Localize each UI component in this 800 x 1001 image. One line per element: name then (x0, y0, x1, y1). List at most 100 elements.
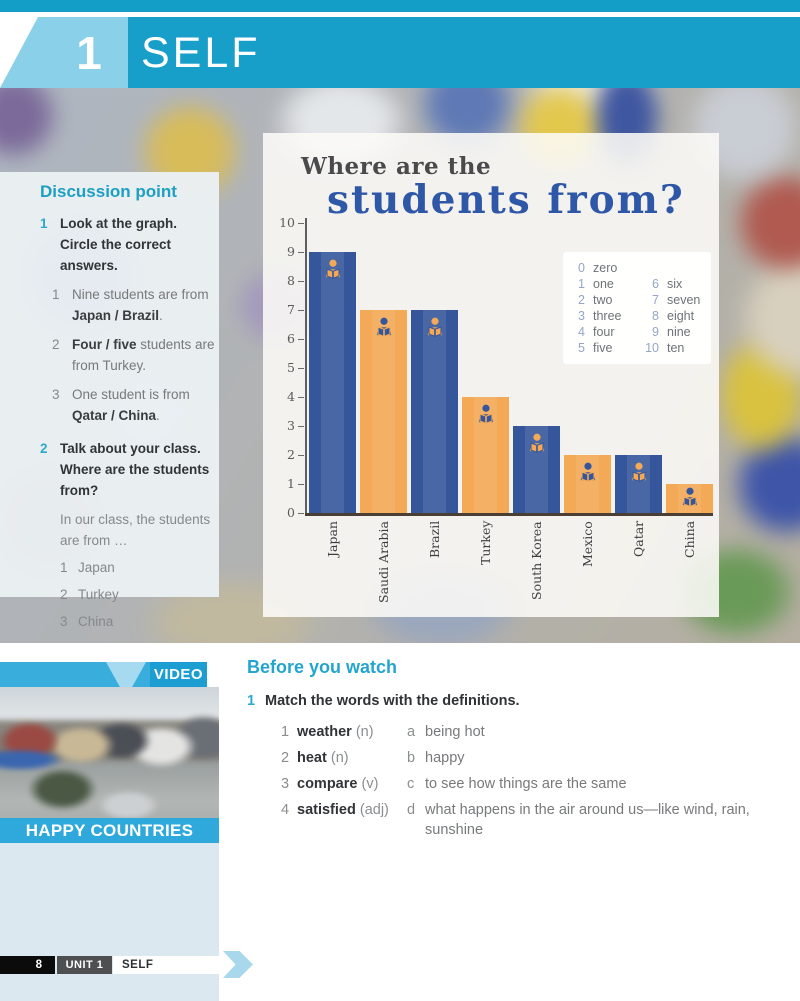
legend-num: 4 (578, 325, 585, 339)
bar-chart: 0 1 2 3 4 5 6 7 8 9 10 Japan Saudi Arabia Brazil (263, 133, 719, 617)
bar-highlight (473, 397, 498, 513)
bar-highlight (371, 310, 396, 513)
vocabulary-word: satisfied (adj) (297, 802, 389, 818)
footer-page-number: 8 (0, 956, 55, 974)
sub-item-text: Four / five students are from Turkey. (72, 337, 215, 373)
x-label-brazil: Brazil (426, 521, 442, 559)
bar-icon-wrap (513, 432, 560, 456)
legend-word: nine (667, 325, 691, 339)
legend-word: six (667, 277, 683, 291)
match-row: 2 heat (n) b happy (281, 748, 792, 768)
y-tick-label: 7 (287, 302, 295, 317)
list-item: 3 China (60, 614, 114, 629)
y-tick (298, 310, 304, 311)
bar-icon-wrap (360, 316, 407, 340)
sub-item-number: 3 (52, 387, 60, 402)
bar-china (666, 484, 713, 513)
y-tick-label: 8 (287, 273, 295, 288)
student-reading-icon (631, 462, 646, 482)
discussion-item-1: 1 Look at the graph. Circle the correct … (0, 213, 219, 276)
bar-icon-wrap (666, 486, 713, 510)
bar-saudi-arabia (360, 310, 407, 513)
match-row: 3 compare (v) c to see how things are th… (281, 774, 792, 794)
discussion-panel: Discussion point 1 Look at the graph. Ci… (0, 172, 219, 629)
bar-japan (309, 252, 356, 513)
y-tick-label: 9 (287, 244, 295, 259)
bar-qatar (615, 455, 662, 513)
bar-icon-wrap (615, 461, 662, 485)
discussion-sub-item: 1 Nine students are from Japan / Brazil. (0, 284, 219, 326)
legend-word: ten (667, 341, 685, 355)
y-tick-label: 4 (287, 389, 295, 404)
sub-item-text: Nine students are from Japan / Brazil. (72, 287, 209, 323)
bar-brazil (411, 310, 458, 513)
student-reading-icon (325, 259, 340, 279)
x-label-turkey: Turkey (477, 521, 493, 566)
match-exercise: 1 weather (n) a being hot 2 heat (n) b h… (281, 722, 792, 840)
y-tick-label: 6 (287, 331, 295, 346)
exercise-number: 1 (247, 693, 256, 709)
list-item: 2 Turkey (60, 587, 119, 602)
x-label-china: China (681, 521, 697, 559)
x-axis (305, 513, 713, 516)
legend-num: 7 (652, 293, 659, 307)
legend-row: 4 four 9 nine (563, 324, 711, 340)
chart-title-line2: students from? (327, 177, 685, 223)
y-tick-label: 0 (287, 505, 295, 520)
footer-chevron-icon (223, 951, 253, 978)
x-label-mexico: Mexico (579, 521, 595, 567)
left-column-background (0, 843, 219, 1001)
legend-num: 6 (652, 277, 659, 291)
y-tick (298, 426, 304, 427)
discussion-sub-item: 2 Four / five students are from Turkey. (0, 334, 219, 376)
bar-mexico (564, 455, 611, 513)
video-photo (0, 687, 219, 818)
y-tick (298, 397, 304, 398)
legend-num: 5 (578, 341, 585, 355)
legend-word: zero (593, 261, 618, 275)
item-number: 2 (40, 441, 48, 456)
item-text: Talk about your class. Where are the stu… (60, 441, 210, 498)
legend-num: 8 (652, 309, 659, 323)
instruction-text: Match the words with the definitions. (265, 693, 520, 709)
top-bar (0, 0, 800, 12)
match-instruction: 1 Match the words with the definitions. (247, 693, 792, 709)
unit-title: SELF (141, 29, 261, 77)
vocabulary-word: weather (n) (297, 724, 374, 740)
footer-unit-title: SELF (113, 956, 220, 974)
discussion-sub-item: 3 One student is from Qatar / China. (0, 384, 219, 426)
legend-word: seven (667, 293, 701, 307)
legend-num: 2 (578, 293, 585, 307)
legend-word: eight (667, 309, 695, 323)
definition-text: being hot (425, 724, 485, 740)
sub-item-number: 1 (52, 287, 60, 302)
numbers-legend: 0 zero 1 one 6 six 2 two 7 seven 3 three 8 eight 4 four… (563, 252, 711, 364)
item-number: 1 (40, 216, 48, 231)
y-tick (298, 484, 304, 485)
definition-text: what happens in the air around us—like w… (425, 802, 750, 838)
student-reading-icon (529, 433, 544, 453)
y-tick-label: 1 (287, 476, 295, 491)
discussion-heading: Discussion point (40, 182, 177, 201)
chart-title-line1: Where are the (301, 153, 492, 180)
item-text: Look at the graph. Circle the correct an… (60, 216, 178, 273)
unit-banner (0, 17, 800, 88)
student-reading-icon (580, 462, 595, 482)
match-row: 4 satisfied (adj) d what happens in the … (281, 800, 792, 840)
legend-word (659, 260, 711, 276)
before-watch-section: Before you watch 1 Match the words with … (247, 657, 792, 846)
chart-panel: Where are the students from? 0 1 2 3 4 5 6 7 8 9 1… (263, 133, 719, 617)
x-label-qatar: Qatar (630, 521, 646, 558)
y-tick-label: 3 (287, 418, 295, 433)
vocabulary-word: heat (n) (297, 750, 349, 766)
x-label-saudi-arabia: Saudi Arabia (375, 521, 391, 603)
y-tick-label: 2 (287, 447, 295, 462)
y-tick (298, 513, 304, 514)
bar-icon-wrap (411, 316, 458, 340)
match-row: 1 weather (n) a being hot (281, 722, 792, 742)
bar-icon-wrap (309, 258, 356, 282)
legend-row: 1 one 6 six (563, 276, 711, 292)
legend-num: 0 (578, 261, 585, 275)
legend-word: two (593, 293, 613, 307)
